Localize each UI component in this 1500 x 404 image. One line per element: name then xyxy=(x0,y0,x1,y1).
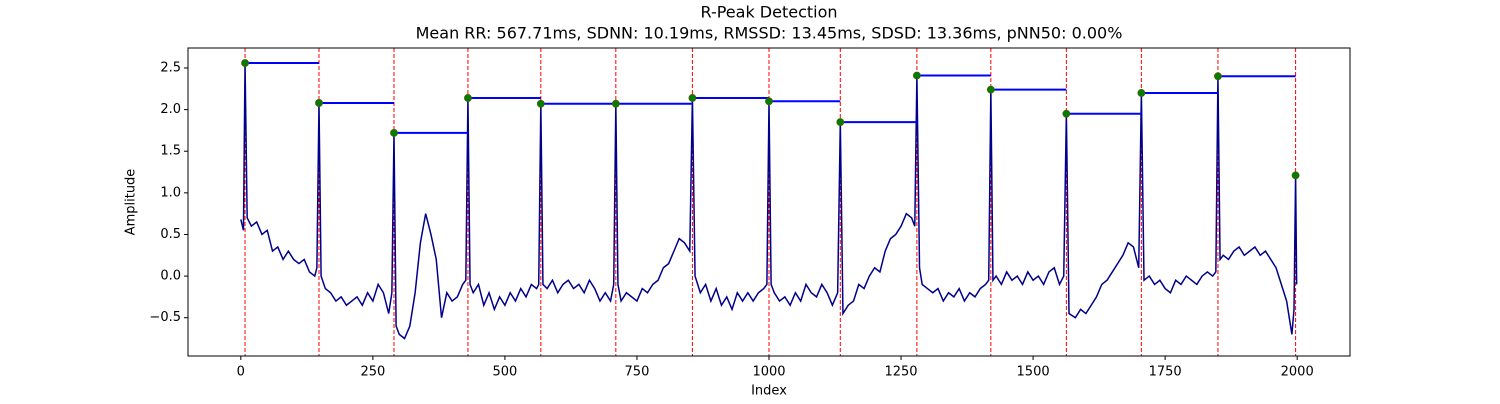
x-tick-label: 1250 xyxy=(884,365,917,380)
y-tick-label: 1.0 xyxy=(160,185,181,200)
y-tick-label: 2.0 xyxy=(160,102,181,117)
peak-point xyxy=(912,71,921,80)
x-tick-label: 1500 xyxy=(1017,365,1050,380)
plot-frame xyxy=(187,47,1351,357)
peak-point xyxy=(1291,171,1300,180)
y-tick-label: −0.5 xyxy=(149,310,181,325)
peak-point xyxy=(688,94,697,102)
peak-point xyxy=(1062,109,1071,118)
signal-line xyxy=(240,62,1298,340)
y-axis-label: Amplitude xyxy=(124,169,139,236)
x-tick-label: 250 xyxy=(360,365,385,380)
peak-point xyxy=(464,94,472,102)
x-tick-label: 750 xyxy=(625,365,650,380)
chart-subtitle: Mean RR: 567.71ms, SDNN: 10.19ms, RMSSD:… xyxy=(416,24,1123,43)
peak-point xyxy=(1214,72,1222,81)
peak-point xyxy=(836,118,845,126)
peak-point xyxy=(611,99,620,108)
x-tick-label: 2000 xyxy=(1281,365,1314,380)
peak-point xyxy=(536,99,545,108)
peak-point xyxy=(390,129,398,137)
y-tick-label: 1.5 xyxy=(160,144,181,159)
x-tick-label: 1000 xyxy=(752,365,785,380)
chart-title: R-Peak Detection xyxy=(700,3,837,22)
peak-point xyxy=(1137,89,1146,97)
peak-point xyxy=(241,59,249,67)
y-tick-label: 2.5 xyxy=(160,60,181,75)
y-tick-label: 0.5 xyxy=(160,227,181,242)
x-tick-label: 500 xyxy=(492,365,517,380)
y-tick-label: 0.0 xyxy=(160,269,181,284)
x-axis-label: Index xyxy=(751,384,787,399)
x-tick-label: 1750 xyxy=(1149,365,1182,380)
peak-point xyxy=(765,97,773,106)
peak-point xyxy=(315,99,323,107)
peak-point xyxy=(986,85,995,94)
x-tick-label: 0 xyxy=(237,365,245,380)
